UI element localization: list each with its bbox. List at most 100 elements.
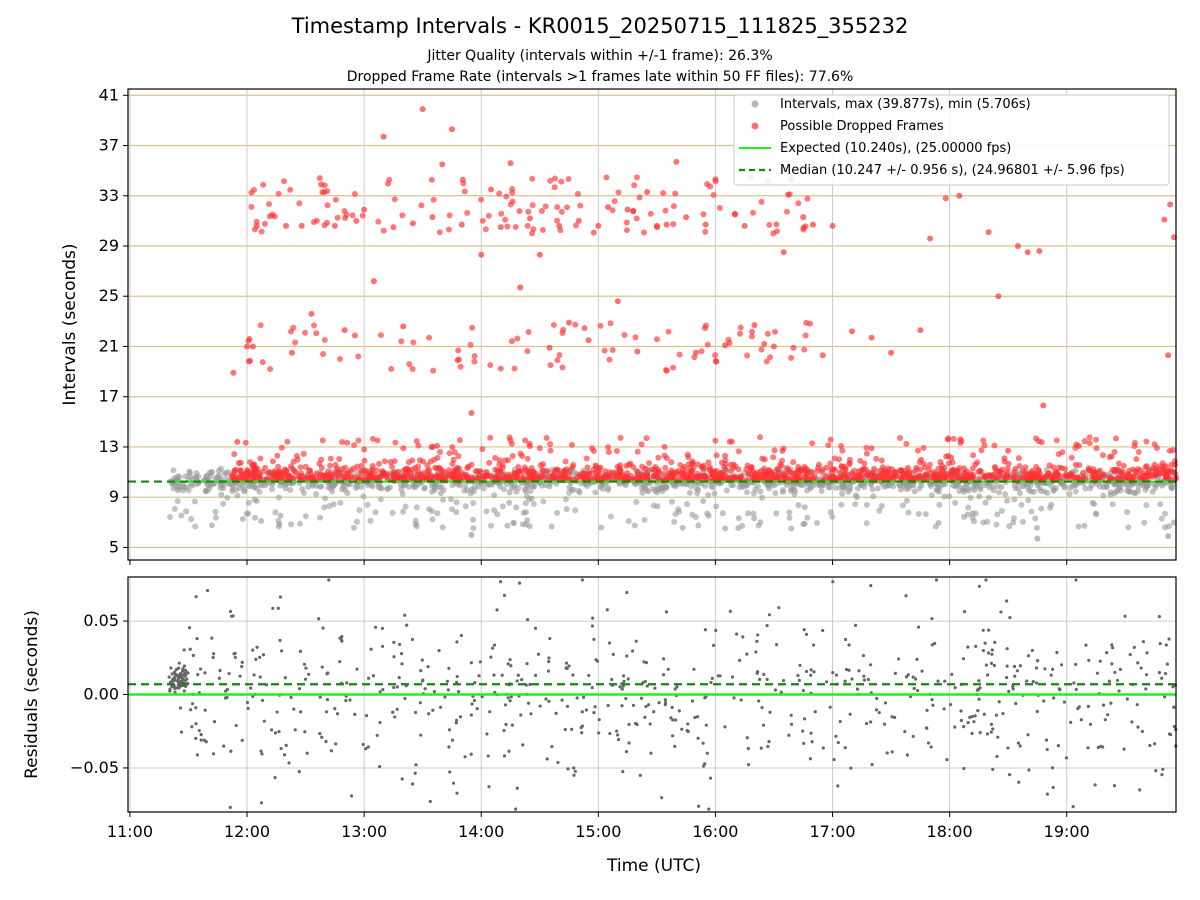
interval-point <box>750 490 757 497</box>
dropped-frame-point <box>1020 475 1027 482</box>
residual-point <box>972 720 976 724</box>
interval-point <box>897 486 904 493</box>
interval-point <box>1168 485 1175 492</box>
residual-point <box>238 674 242 678</box>
interval-point <box>277 512 284 519</box>
dropped-frame-point <box>302 329 309 336</box>
residual-point <box>228 805 232 809</box>
residual-point <box>1164 643 1168 647</box>
dropped-frame-point <box>353 217 360 224</box>
dropped-frame-point <box>253 218 260 225</box>
residual-point <box>575 696 579 700</box>
interval-point <box>215 472 222 479</box>
residual-point <box>477 674 481 678</box>
residual-point <box>324 739 328 744</box>
dropped-frame-point <box>562 458 569 465</box>
dropped-frame-point <box>259 359 266 366</box>
interval-point <box>654 503 661 510</box>
residual-point <box>318 695 322 699</box>
dropped-frame-point <box>351 442 358 449</box>
interval-point <box>488 522 495 529</box>
residual-point <box>809 668 813 672</box>
dropped-frame-point <box>511 365 518 372</box>
interval-point <box>389 509 396 516</box>
residual-point <box>1051 667 1055 671</box>
residual-point <box>167 675 171 679</box>
dropped-frame-point <box>550 321 557 328</box>
residual-point <box>181 667 185 671</box>
residual-point <box>1007 689 1011 693</box>
interval-point <box>1141 519 1148 526</box>
residual-point <box>929 745 933 749</box>
residual-point <box>581 695 586 699</box>
dropped-frame-point <box>432 464 439 471</box>
dropped-frame-point <box>606 469 613 476</box>
residual-point <box>564 666 568 670</box>
residual-point <box>915 657 919 661</box>
interval-point <box>305 483 312 490</box>
residual-point <box>234 723 238 728</box>
residual-point <box>1007 773 1012 777</box>
interval-point <box>562 496 569 503</box>
residual-point <box>594 658 598 662</box>
dropped-frame-point <box>868 445 875 452</box>
dropped-frame-point <box>512 224 519 231</box>
dropped-frame-point <box>376 460 383 467</box>
dropped-frame-point <box>400 323 407 330</box>
interval-point <box>171 505 178 512</box>
residual-point <box>399 651 404 656</box>
interval-point <box>524 517 531 524</box>
residual-point <box>926 741 931 745</box>
dropped-frame-point <box>487 186 494 193</box>
dropped-frame-point <box>355 473 362 480</box>
dropped-frame-point <box>653 336 660 343</box>
residual-point <box>624 696 628 701</box>
residual-point <box>1112 784 1117 788</box>
residual-point <box>1056 744 1061 748</box>
dropped-frame-point <box>451 449 458 456</box>
dropped-frame-point <box>903 440 910 447</box>
interval-point <box>440 496 447 503</box>
residual-point <box>920 669 924 673</box>
interval-point <box>649 485 656 492</box>
dropped-frame-point <box>540 467 547 474</box>
dropped-frame-point <box>728 438 735 445</box>
residual-point <box>447 666 451 670</box>
dropped-frame-point <box>332 461 339 468</box>
residual-point <box>767 613 772 617</box>
residual-point <box>284 743 288 747</box>
y-tick-label: 0.05 <box>83 611 119 630</box>
dropped-frame-point <box>741 222 748 229</box>
dropped-frame-point <box>558 208 565 215</box>
dropped-frame-point <box>266 469 273 476</box>
dropped-frame-point <box>516 208 523 215</box>
interval-point <box>521 486 528 493</box>
dropped-frame-point <box>1075 474 1082 481</box>
residual-point <box>627 741 631 745</box>
y-tick-label: 21 <box>99 336 119 355</box>
residual-point <box>934 578 939 582</box>
dropped-frame-point <box>313 217 320 224</box>
dropped-frame-point <box>589 475 596 482</box>
residual-point <box>563 727 567 732</box>
residual-point <box>849 766 853 770</box>
dropped-frame-point <box>419 458 426 465</box>
dropped-frame-point <box>643 435 650 442</box>
dropped-frame-point <box>1011 468 1018 475</box>
dropped-frame-point <box>341 327 348 334</box>
residual-point <box>276 606 280 610</box>
residual-point <box>554 711 558 715</box>
dropped-frame-point <box>426 334 433 341</box>
residual-point <box>400 662 404 666</box>
residual-point <box>414 763 418 767</box>
dropped-frame-point <box>404 471 411 478</box>
dropped-frame-point <box>446 212 453 219</box>
interval-point <box>208 522 215 529</box>
dropped-frame-point <box>507 160 514 167</box>
dropped-frame-point <box>1005 447 1012 454</box>
interval-point <box>367 517 374 524</box>
interval-point <box>386 484 393 491</box>
dropped-frame-point <box>497 365 504 372</box>
residual-point <box>334 742 338 746</box>
x-tick-label: 19:00 <box>1044 822 1090 841</box>
